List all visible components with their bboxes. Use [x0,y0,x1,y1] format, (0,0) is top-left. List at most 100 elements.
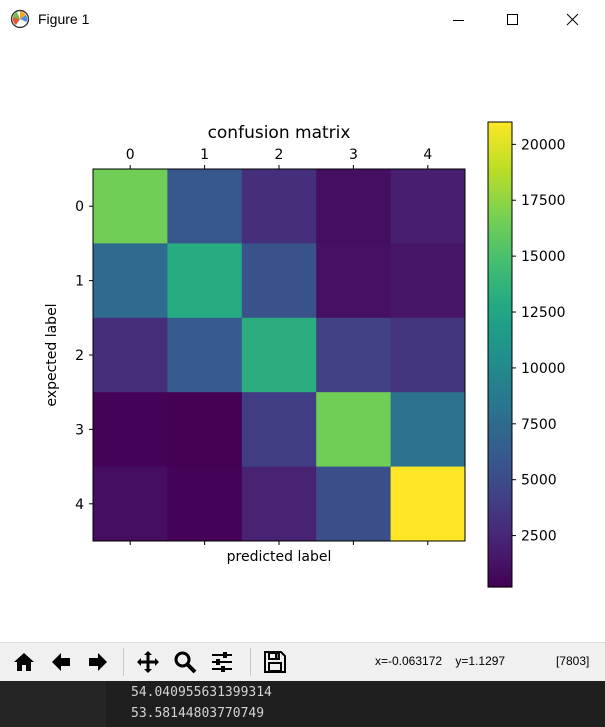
colorbar-segment [488,172,512,177]
colorbar-segment [488,416,512,421]
heatmap-cell [93,466,168,542]
colorbar-segment [488,490,512,495]
confusion-matrix-chart: 0 1 2 3 4 0 1 2 3 4 confusion matrix predicted labe… [44,121,566,588]
heatmap-cell [241,169,317,244]
colorbar-segment [488,579,512,584]
colorbar-segment [488,424,512,429]
maximize-button[interactable] [490,0,536,40]
colorbar-segment [488,548,512,553]
navigation-toolbar [0,642,605,681]
heatmap-cell [316,243,392,319]
forward-icon [89,653,107,671]
heatmap-cell [390,317,466,393]
x-tick-label: 0 [126,147,135,163]
colorbar-segment [488,459,512,464]
heatmap-cell [93,392,168,468]
heatmap-cell [167,317,243,393]
colorbar-segment [488,381,512,387]
figure-window: Figure 1 0 1 2 3 4 0 1 2 3 4 confusion matrix predi… [0,0,605,681]
colorbar-segment [488,122,512,127]
console-line: 53.58144803770749 [131,706,265,721]
heatmap-cell [316,169,392,244]
colorbar-tick-label: 7500 [521,417,557,433]
x-tick-label: 3 [349,147,358,163]
colorbar-segment [488,141,512,146]
colorbar-segment [488,575,512,580]
colorbar-segment [488,288,512,294]
x-tick-label: 2 [275,147,284,163]
pixel-value-readout: [7803] [556,654,590,668]
colorbar-segment [488,451,512,456]
home-button[interactable] [9,647,39,677]
colorbar-segment [488,284,512,290]
colorbar-segment [488,428,512,433]
colorbar-segment [488,370,512,375]
window-title: Figure 1 [38,11,90,27]
colorbar-segment [488,350,512,356]
console-line: 54.040955631399314 [131,685,272,700]
heatmap-cell [167,243,243,319]
y-tick-label: 4 [75,497,84,513]
colorbar-segment [488,292,512,297]
maximize-icon [507,14,518,25]
colorbar-segment [488,280,512,286]
colorbar-segment [488,191,512,197]
colorbar-segment [488,563,512,569]
heatmap-cell [390,243,466,319]
colorbar-tick-label: 20000 [521,137,566,153]
colorbar-segment [488,176,512,181]
heatmap-cell [241,466,317,542]
y-tick-label: 0 [75,199,84,215]
close-button[interactable] [550,0,596,40]
y-tick-label: 2 [75,348,84,364]
colorbar-segment [488,544,512,549]
title-bar[interactable]: Figure 1 [0,0,605,40]
figure-canvas[interactable]: 0 1 2 3 4 0 1 2 3 4 confusion matrix predicted labe… [0,40,605,642]
colorbar-segment [488,536,512,542]
colorbar-segment [488,156,512,162]
heatmap-cell [316,317,392,393]
heatmap-cell [390,466,466,542]
close-icon [566,13,579,26]
colorbar-segment [488,257,512,263]
save-button[interactable] [260,647,290,677]
colorbar-segment [488,153,512,158]
matplotlib-logo-icon [10,9,30,29]
colorbar-segment [488,497,512,503]
colorbar-segment [488,420,512,425]
colorbar-segment [488,234,512,239]
colorbar-segment [488,203,512,208]
colorbar-segment [488,327,512,332]
heatmap-cell [241,392,317,468]
colorbar-segment [488,304,512,309]
colorbar-segment [488,393,512,398]
forward-button[interactable] [83,647,113,677]
pan-icon [137,651,159,673]
save-icon [264,651,286,673]
pan-button[interactable] [133,647,163,677]
heatmap-cell [167,392,243,468]
colorbar-segment [488,230,512,235]
back-button[interactable] [46,647,76,677]
colorbar-segment [488,466,512,472]
colorbar-segment [488,358,512,363]
heatmap-cell [316,392,392,468]
zoom-button[interactable] [170,647,200,677]
colorbar-segment [488,335,512,340]
colorbar-segment [488,265,512,270]
colorbar-segment [488,377,512,383]
colorbar-segment [488,129,512,135]
heatmap-cell [390,169,466,244]
colorbar-segment [488,145,512,150]
colorbar-segment [488,323,512,328]
colorbar-segment [488,184,512,189]
toolbar-separator [250,648,251,676]
colorbar-segment [488,362,512,367]
colorbar-segment [488,567,512,573]
colorbar-segment [488,408,512,414]
y-axis-label: expected label [44,303,60,406]
colorbar-segment [488,482,512,487]
heatmap-cell [241,317,317,393]
minimize-button[interactable] [436,0,482,40]
configure-subplots-button[interactable] [207,647,237,677]
